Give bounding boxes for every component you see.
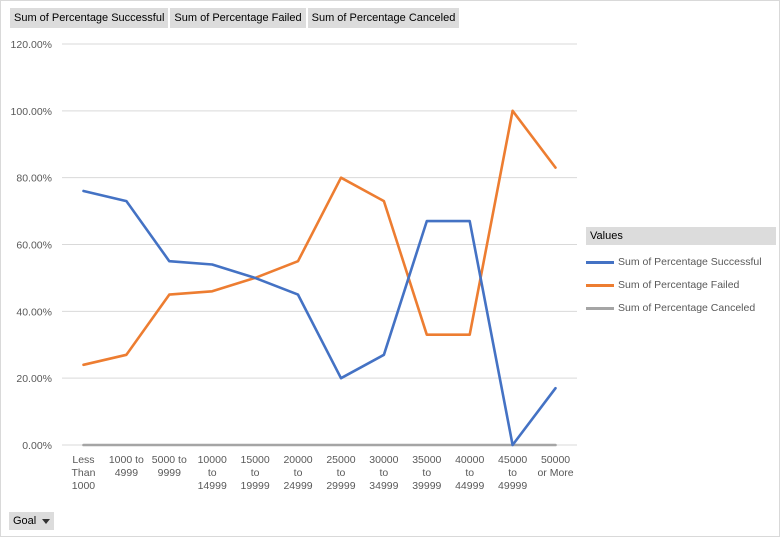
field-button-canceled[interactable]: Sum of Percentage Canceled: [307, 8, 460, 28]
y-tick-label-0: 0.00%: [22, 440, 52, 452]
x-tick-label-2: 5000 to 9999: [152, 454, 187, 479]
legend-item-1[interactable]: Sum of Percentage Failed: [586, 274, 776, 296]
y-tick-label-1: 20.00%: [16, 373, 52, 385]
x-tick-label-0: Less Than 1000: [71, 454, 95, 492]
x-tick-label-6: 25000 to 29999: [326, 454, 355, 492]
legend: Values Sum of Percentage Successful Sum o…: [586, 227, 776, 319]
legend-label-1: Sum of Percentage Failed: [618, 279, 740, 291]
legend-swatch-0: [586, 260, 614, 264]
legend-item-2[interactable]: Sum of Percentage Canceled: [586, 297, 776, 319]
y-tick-label-6: 120.00%: [11, 39, 52, 51]
series-line-1: [82, 109, 557, 367]
series-line-0: [82, 189, 557, 447]
x-tick-label-9: 40000 to 44999: [455, 454, 484, 492]
field-button-successful[interactable]: Sum of Percentage Successful: [10, 8, 169, 28]
pivot-field-buttons: Sum of Percentage Successful Sum of Perc…: [10, 8, 460, 28]
y-tick-label-2: 40.00%: [16, 306, 52, 318]
x-tick-label-8: 35000 to 39999: [412, 454, 441, 492]
y-tick-label-4: 80.00%: [16, 173, 52, 185]
legend-label-2: Sum of Percentage Canceled: [618, 302, 756, 314]
x-tick-label-1: 1000 to 4999: [109, 454, 144, 479]
x-tick-label-11: 50000 or More: [537, 454, 573, 479]
x-tick-label-10: 45000 to 49999: [498, 454, 527, 492]
legend-swatch-1: [586, 283, 614, 287]
field-button-failed[interactable]: Sum of Percentage Failed: [170, 8, 306, 28]
goal-filter-label: Goal: [13, 515, 37, 527]
legend-swatch-2: [586, 306, 614, 310]
legend-title[interactable]: Values: [586, 227, 776, 245]
legend-item-0[interactable]: Sum of Percentage Successful: [586, 251, 776, 273]
x-tick-label-3: 10000 to 14999: [198, 454, 227, 492]
y-tick-label-5: 100.00%: [11, 106, 52, 118]
goal-filter-button[interactable]: Goal: [9, 512, 55, 530]
dropdown-arrow-icon: [42, 518, 51, 524]
legend-label-0: Sum of Percentage Successful: [618, 256, 762, 268]
x-tick-label-7: 30000 to 34999: [369, 454, 398, 492]
x-tick-label-5: 20000 to 24999: [283, 454, 312, 492]
x-tick-label-4: 15000 to 19999: [241, 454, 270, 492]
y-tick-label-3: 60.00%: [16, 240, 52, 252]
